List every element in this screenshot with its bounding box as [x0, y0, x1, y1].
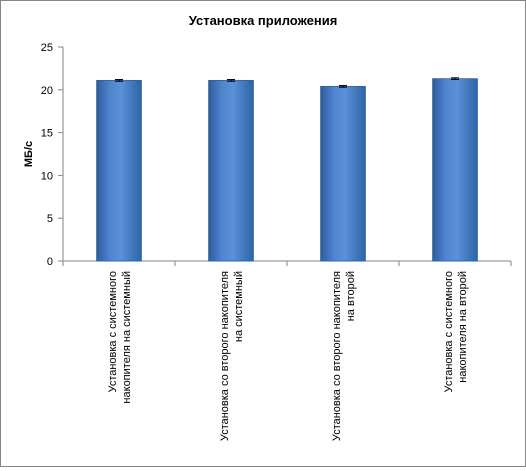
x-tick-label-line: Установка со второго накопителя	[219, 271, 231, 441]
bar	[96, 79, 142, 262]
bars	[96, 77, 478, 262]
y-tick-label: 20	[41, 85, 53, 97]
bar	[432, 78, 478, 262]
x-tick-label-line: на второй	[345, 271, 357, 321]
x-tick-label: Установка со второго накопителя на второй	[331, 271, 357, 441]
x-tick-label-line: Установка с системного	[107, 271, 119, 392]
x-tick-label-line: Установка с системного	[443, 271, 455, 392]
bar	[320, 85, 366, 262]
error-bar	[115, 79, 123, 82]
x-tick-label-line: на системный	[233, 271, 245, 342]
y-axis-label: МБ/с	[23, 141, 35, 167]
y-tick-label: 10	[41, 170, 53, 182]
error-bar	[227, 79, 235, 82]
x-tick-label-line: накопителя на системный	[121, 271, 133, 404]
y-tick-label: 25	[41, 42, 53, 54]
x-tick-label: Установка с системного накопителя на сист…	[107, 271, 133, 404]
x-tick-label-line: Установка со второго накопителя	[331, 271, 343, 441]
y-tick-label: 15	[41, 128, 53, 140]
error-bar	[451, 77, 459, 81]
x-tick-label: Установка с системного накопителя на втор…	[443, 271, 469, 392]
error-bar	[339, 85, 347, 88]
x-tick-label-line: накопителя на второй	[457, 271, 469, 383]
y-tick-label: 5	[47, 213, 53, 225]
bar	[208, 79, 254, 262]
y-tick-label: 0	[47, 256, 53, 268]
x-tick-label: Установка со второго накопителя на систем…	[219, 271, 245, 441]
chart-title: Установка приложения	[189, 13, 338, 28]
category-labels: Установка с системного накопителя на сист…	[107, 271, 469, 441]
